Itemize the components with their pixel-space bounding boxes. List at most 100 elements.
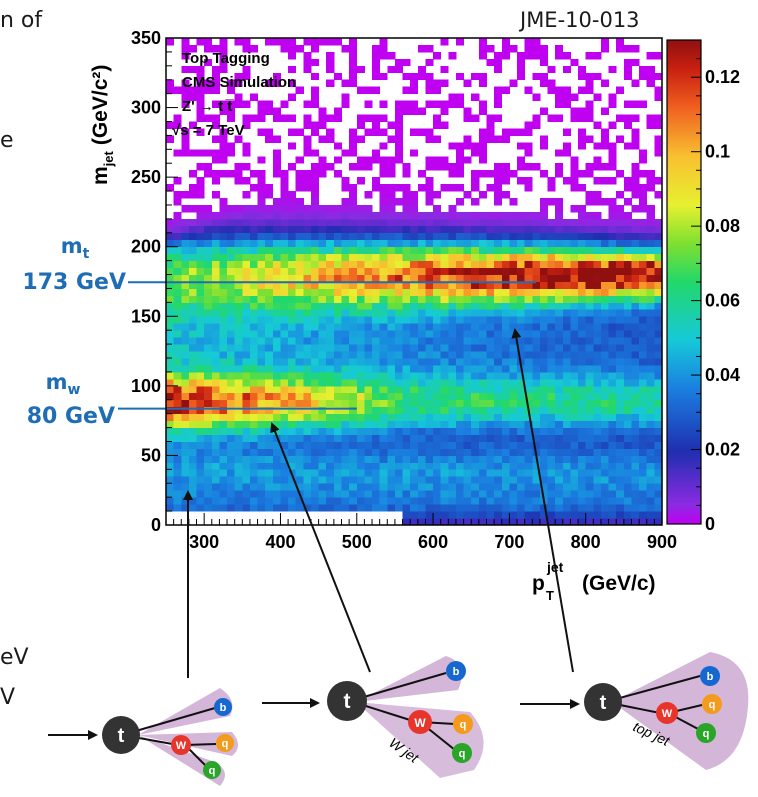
heatmap-cell [425,295,434,303]
heatmap-cell [555,100,564,108]
heatmap-cell [303,253,312,262]
heatmap-cell [532,93,541,102]
heatmap-cell [372,58,381,67]
heatmap-cell [295,260,304,268]
heatmap-cell [227,170,236,178]
heatmap-cell [234,455,243,463]
heatmap-cell [303,184,312,192]
heatmap-cell [517,504,526,512]
heatmap-cell [318,330,327,338]
heatmap-cell [349,462,358,470]
heatmap-cell [242,469,251,477]
heatmap-cell [326,316,335,324]
heatmap-cell [631,225,640,234]
heatmap-cell [616,232,625,241]
heatmap-cell [555,253,564,262]
heatmap-cell [585,483,594,491]
heatmap-cell [593,72,602,81]
heatmap-cell [433,239,442,248]
heatmap-cell [295,170,304,178]
heatmap-cell [280,198,289,206]
heatmap-cell [211,337,220,345]
heatmap-cell [417,462,426,470]
heatmap-cell [387,239,396,248]
heatmap-cell [341,427,350,435]
heatmap-cell [166,288,175,296]
heatmap-cell [173,371,182,380]
heatmap-cell [227,274,236,282]
heatmap-cell [646,483,655,491]
heatmap-cell [341,204,350,213]
heatmap-cell [341,476,350,484]
heatmap-cell [448,184,457,192]
heatmap-cell [639,295,648,303]
heatmap-cell [623,225,632,234]
heatmap-cell [417,260,426,268]
heatmap-cell [364,253,373,262]
heatmap-cell [539,441,548,449]
heatmap-cell [501,427,510,435]
heatmap-cell [410,476,419,484]
heatmap-cell [547,371,556,380]
heatmap-cell [547,344,556,352]
heatmap-cell [303,211,312,220]
heatmap-cell [646,211,655,220]
heatmap-cell [494,413,503,422]
heatmap-cell [394,114,403,122]
heatmap-cell [631,142,640,150]
heatmap-cell [555,198,564,206]
heatmap-cell [539,351,548,359]
heatmap-cell [440,441,449,449]
heatmap-cell [494,260,503,268]
heatmap-cell [173,497,182,505]
heatmap-cell [478,128,487,136]
heatmap-cell [562,65,571,74]
heatmap-cell [372,156,381,164]
heatmap-cell [631,518,640,526]
heatmap-cell [349,58,358,67]
heatmap-cell [188,476,197,484]
heatmap-cell [211,399,220,408]
heatmap-cell [433,462,442,470]
heatmap-cell [310,260,320,268]
heatmap-cell [356,225,365,234]
heatmap-cell [310,483,320,491]
heatmap-cell [326,232,335,241]
heatmap-cell [570,253,579,262]
heatmap-cell [608,330,617,338]
heatmap-cell [623,504,632,512]
heatmap-cell [341,232,350,241]
heatmap-cell [425,385,434,394]
heatmap-cell [394,476,403,484]
heatmap-cell [585,295,594,303]
heatmap-cell [265,483,274,491]
heatmap-cell [539,518,548,526]
heatmap-cell [211,72,220,81]
heatmap-cell [349,427,358,435]
heatmap-cell [211,490,220,498]
heatmap-cell [501,337,510,345]
heatmap-cell [417,246,426,255]
heatmap-cell [455,483,464,491]
heatmap-cell [288,490,297,498]
heatmap-cell [364,211,373,220]
heatmap-cell [318,434,327,442]
heatmap-cell [608,427,617,435]
heatmap-cell [593,371,602,380]
heatmap-cell [478,149,487,157]
heatmap-cell [646,344,655,352]
heatmap-cell [349,371,358,380]
heatmap-cell [318,504,327,512]
heatmap-cell [654,358,663,366]
heatmap-cell [646,323,655,331]
heatmap-cell [646,371,655,380]
heatmap-cell [379,316,388,324]
x-tick-label: 400 [265,532,295,552]
heatmap-cell [410,128,419,136]
heatmap-cell [448,511,457,519]
heatmap-cell [600,142,609,150]
heatmap-cell [471,316,480,324]
heatmap-cell [654,149,663,157]
heatmap-cell [402,295,411,303]
heatmap-cell [471,232,480,241]
